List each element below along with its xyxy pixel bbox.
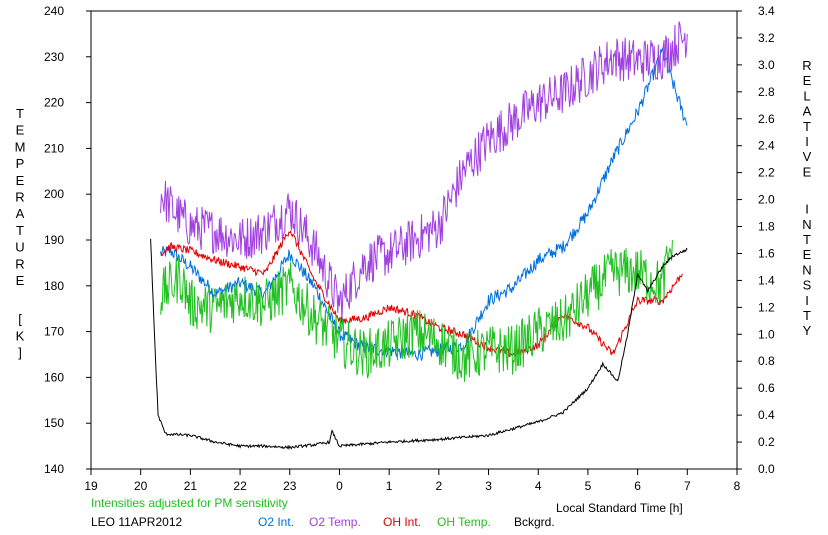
right-axis-label-char: T xyxy=(803,308,811,323)
right-y-tick-label: 2.6 xyxy=(758,112,775,126)
left-axis-label-char: E xyxy=(16,173,25,188)
right-axis-label-char: I xyxy=(805,202,809,217)
series-line-o2-temp xyxy=(160,21,688,323)
right-y-tick-label: 2.8 xyxy=(758,85,775,99)
right-y-tick-label: 1.2 xyxy=(758,300,775,314)
right-axis-label-char: E xyxy=(803,164,812,179)
left-y-tick-label: 220 xyxy=(44,96,64,110)
right-axis-label-char: E xyxy=(803,247,812,262)
x-tick-label: 19 xyxy=(84,479,98,493)
left-axis-label-char: U xyxy=(15,240,24,255)
station-date-label: LEO 11APR2012 xyxy=(91,515,182,529)
left-y-tick-label: 190 xyxy=(44,233,64,247)
left-y-tick-label: 240 xyxy=(44,4,64,18)
x-tick-label: 0 xyxy=(336,479,343,493)
x-tick-label: 23 xyxy=(283,479,297,493)
right-axis-label-char: Y xyxy=(803,323,812,338)
right-y-tick-label: 1.8 xyxy=(758,220,775,234)
x-tick-label: 22 xyxy=(233,479,247,493)
right-y-tick-label: 1.4 xyxy=(758,273,775,287)
right-y-tick-label: 1.6 xyxy=(758,246,775,260)
x-tick-label: 20 xyxy=(134,479,148,493)
left-axis-label-char: R xyxy=(15,190,24,205)
right-axis-label-char: L xyxy=(803,88,810,103)
left-axis-label-char: P xyxy=(16,156,25,171)
left-y-tick-label: 210 xyxy=(44,141,64,155)
right-y-tick-label: 0.4 xyxy=(758,408,775,422)
left-y-tick-label: 160 xyxy=(44,370,64,384)
x-tick-label: 5 xyxy=(585,479,592,493)
x-tick-label: 4 xyxy=(535,479,542,493)
left-y-tick-label: 230 xyxy=(44,50,64,64)
right-axis-label-char: S xyxy=(803,278,812,293)
right-y-tick-label: 2.4 xyxy=(758,139,775,153)
right-axis-label-char: R xyxy=(802,58,811,73)
right-y-tick-label: 0.0 xyxy=(758,462,775,476)
left-axis-label-char: M xyxy=(15,139,26,154)
series-line-bckgrd xyxy=(150,238,688,450)
legend-o2-temp: O2 Temp. xyxy=(309,515,361,529)
right-axis-label-char: T xyxy=(803,232,811,247)
x-tick-label: 21 xyxy=(184,479,198,493)
right-axis-label-char: I xyxy=(805,293,809,308)
right-y-tick-label: 3.2 xyxy=(758,31,775,45)
left-y-tick-label: 170 xyxy=(44,325,64,339)
right-axis-label-char: E xyxy=(803,73,812,88)
right-y-tick-label: 0.8 xyxy=(758,354,775,368)
x-tick-label: 1 xyxy=(386,479,393,493)
x-tick-label: 3 xyxy=(485,479,492,493)
legend-bckgrd: Bckgrd. xyxy=(514,515,555,529)
right-y-tick-label: 0.2 xyxy=(758,435,775,449)
right-y-tick-label: 2.2 xyxy=(758,166,775,180)
series-layer xyxy=(150,21,688,450)
right-y-tick-label: 2.0 xyxy=(758,193,775,207)
right-axis-label-char: A xyxy=(803,104,812,119)
right-axis-label-char: N xyxy=(802,262,811,277)
pm-sensitivity-note: Intensities adjusted for PM sensitivity xyxy=(91,496,288,510)
right-axis-label-char: T xyxy=(803,119,811,134)
left-axis-label-char: ] xyxy=(18,345,22,360)
left-axis-label-char: K xyxy=(16,328,25,343)
left-axis-label-char: A xyxy=(16,206,25,221)
x-tick-label: 7 xyxy=(684,479,691,493)
right-axis-label-char: N xyxy=(802,217,811,232)
right-y-tick-label: 3.0 xyxy=(758,58,775,72)
left-y-tick-label: 150 xyxy=(44,416,64,430)
left-axis-label-char: T xyxy=(16,106,24,121)
legend-oh-temp: OH Temp. xyxy=(437,515,491,529)
right-y-tick-label: 1.0 xyxy=(758,327,775,341)
left-y-tick-label: 200 xyxy=(44,187,64,201)
legend-o2-int: O2 Int. xyxy=(258,515,294,529)
ticks-layer: 19 20 21 22 23 0 1 2 3 4 5 6 7 8140150160170180190200… xyxy=(44,4,775,493)
left-axis-label-char: E xyxy=(16,273,25,288)
left-axis-label-char: [ xyxy=(18,312,22,327)
left-axis-label-char: E xyxy=(16,123,25,138)
left-y-tick-label: 140 xyxy=(44,462,64,476)
right-y-tick-label: 3.4 xyxy=(758,4,775,18)
x-tick-label: 8 xyxy=(734,479,741,493)
series-line-oh-int xyxy=(160,230,683,358)
series-line-oh-temp xyxy=(160,239,673,382)
left-axis-label-char: T xyxy=(16,223,24,238)
x-tick-label: 6 xyxy=(634,479,641,493)
right-y-tick-label: 0.6 xyxy=(758,381,775,395)
x-axis-label: Local Standard Time [h] xyxy=(556,501,683,515)
right-axis-label-char: V xyxy=(803,149,812,164)
legend-oh-int: OH Int. xyxy=(383,515,421,529)
x-tick-label: 2 xyxy=(436,479,443,493)
right-axis-label-char: I xyxy=(805,134,809,149)
left-y-tick-label: 180 xyxy=(44,279,64,293)
left-axis-label-char: R xyxy=(15,256,24,271)
